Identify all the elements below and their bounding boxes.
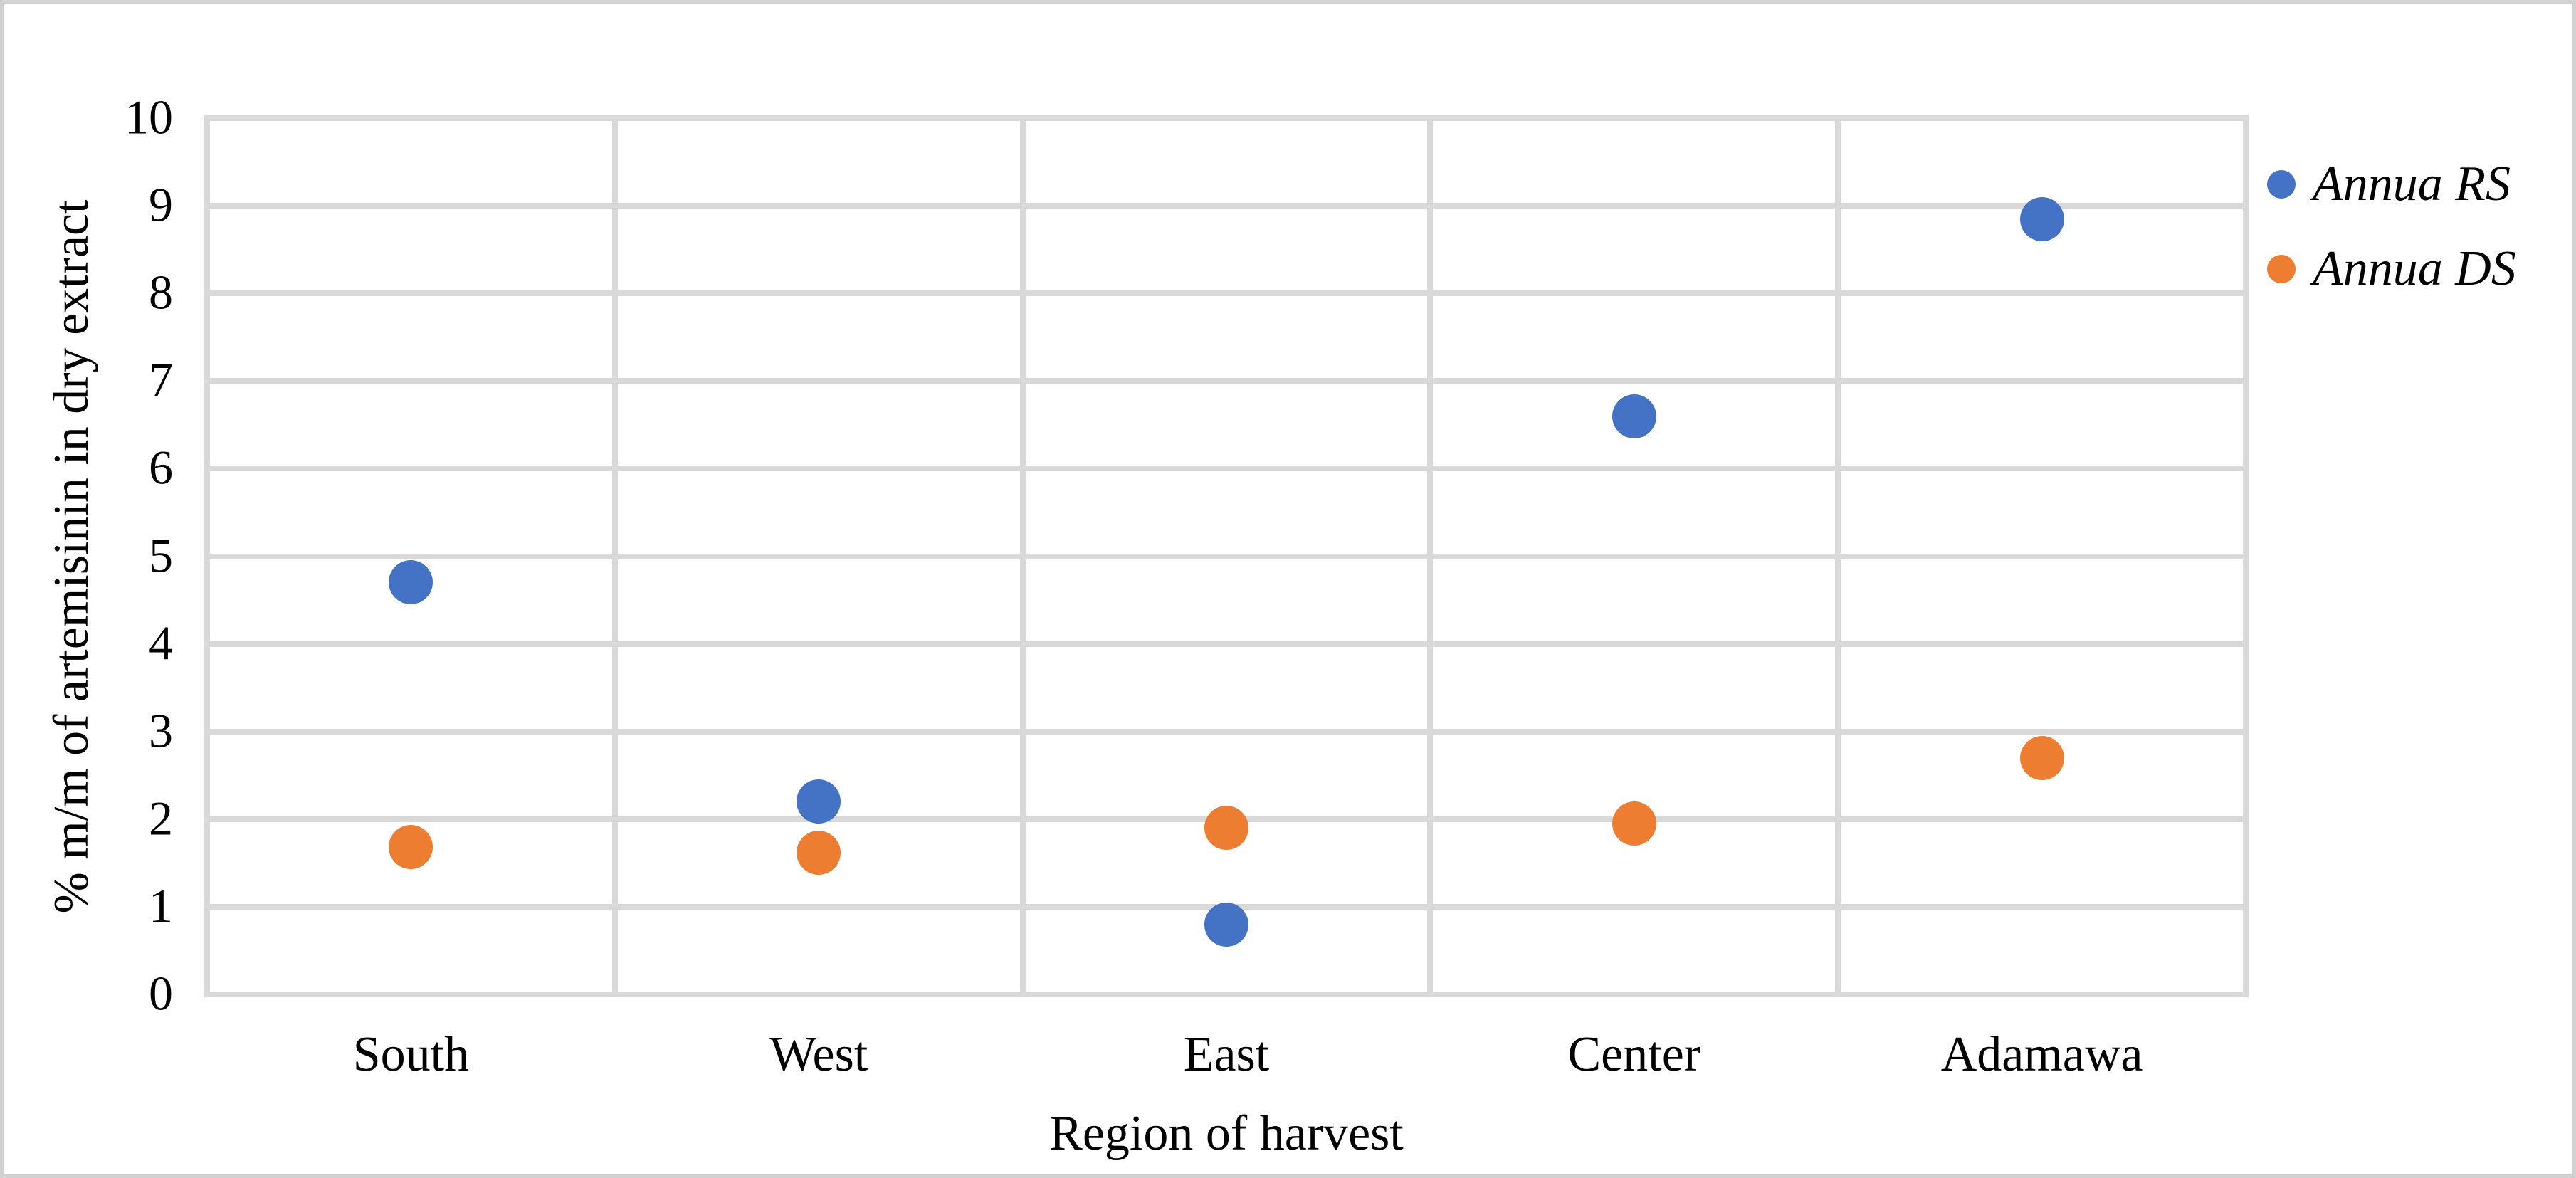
h-gridline-9 — [207, 203, 2246, 209]
v-gridline-1 — [611, 115, 618, 997]
data-point-annua-ds-east — [1204, 806, 1248, 851]
data-point-annua-rs-adamawa — [2019, 196, 2064, 241]
x-category-label-adamawa: Adamawa — [1940, 1027, 2143, 1082]
y-tick-label-0: 0 — [149, 966, 173, 1021]
data-point-annua-ds-south — [389, 825, 433, 870]
y-tick-label-1: 1 — [149, 878, 173, 933]
data-point-annua-rs-east — [1204, 902, 1248, 947]
y-tick-label-5: 5 — [149, 528, 173, 583]
x-category-label-south: South — [352, 1027, 470, 1082]
y-tick-label-2: 2 — [149, 791, 173, 846]
data-point-annua-rs-south — [389, 560, 433, 605]
x-category-label-center: Center — [1567, 1027, 1701, 1082]
y-tick-label-4: 4 — [149, 616, 173, 670]
x-category-label-east: East — [1183, 1027, 1270, 1082]
h-gridline-8 — [207, 290, 2246, 297]
h-gridline-5 — [207, 553, 2246, 559]
h-gridline-7 — [207, 378, 2246, 384]
legend-label-annua-rs: Annua RS — [2313, 157, 2511, 211]
v-gridline-2 — [1019, 115, 1026, 997]
h-gridline-0 — [207, 992, 2246, 997]
v-gridline-0 — [204, 115, 210, 997]
data-point-annua-rs-center — [1612, 394, 1656, 438]
data-point-annua-ds-west — [797, 830, 841, 875]
y-tick-label-3: 3 — [149, 703, 173, 758]
data-point-annua-ds-adamawa — [2019, 735, 2064, 780]
h-gridline-4 — [207, 641, 2246, 647]
v-gridline-4 — [1835, 115, 1841, 997]
legend-item-annua-ds: Annua DS — [2267, 241, 2516, 298]
y-tick-label-10: 10 — [125, 90, 173, 144]
y-tick-label-8: 8 — [149, 265, 173, 320]
y-tick-label-7: 7 — [149, 352, 173, 407]
x-category-label-west: West — [769, 1027, 868, 1082]
h-gridline-3 — [207, 728, 2246, 735]
legend-item-annua-rs: Annua RS — [2267, 156, 2511, 213]
h-gridline-6 — [207, 466, 2246, 472]
legend-marker-annua-ds-icon — [2267, 255, 2296, 283]
y-tick-label-9: 9 — [149, 177, 173, 232]
legend-marker-annua-rs-icon — [2267, 170, 2296, 199]
x-axis-title: Region of harvest — [1049, 1106, 1404, 1161]
y-tick-label-6: 6 — [149, 441, 173, 495]
data-point-annua-rs-west — [797, 779, 841, 824]
legend-label-annua-ds: Annua DS — [2313, 241, 2516, 296]
v-gridline-3 — [1427, 115, 1434, 997]
data-point-annua-ds-center — [1612, 801, 1656, 846]
v-gridline-5 — [2243, 115, 2249, 997]
h-gridline-10 — [207, 115, 2246, 121]
